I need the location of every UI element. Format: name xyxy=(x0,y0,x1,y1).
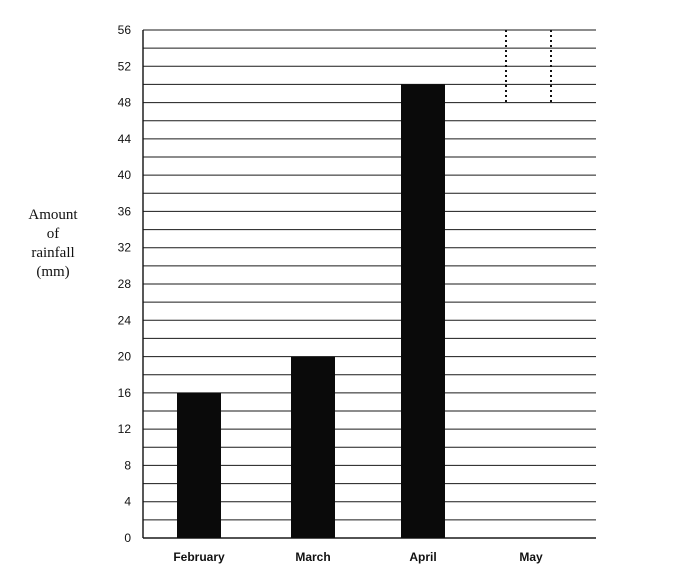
x-tick-label: May xyxy=(519,550,543,564)
y-axis-label-line: Amount xyxy=(28,207,78,223)
x-tick-label: April xyxy=(409,550,436,564)
y-tick-label: 56 xyxy=(118,23,132,37)
y-tick-label: 36 xyxy=(118,204,132,218)
y-tick-label: 44 xyxy=(118,132,132,146)
bar-march xyxy=(291,356,335,538)
y-tick-label: 12 xyxy=(118,422,132,436)
y-tick-label: 20 xyxy=(118,350,132,364)
y-tick-label: 48 xyxy=(118,96,132,110)
y-axis-label: Amount of rainfall (mm) xyxy=(14,206,92,282)
y-tick-label: 4 xyxy=(124,495,131,509)
y-tick-label: 32 xyxy=(118,241,132,255)
y-axis-label-line: (mm) xyxy=(36,264,70,280)
y-tick-label: 52 xyxy=(118,59,132,73)
y-tick-label: 0 xyxy=(124,531,131,545)
y-tick-label: 8 xyxy=(124,458,131,472)
bar-february xyxy=(177,392,221,538)
x-tick-label: February xyxy=(173,550,225,564)
y-axis-label-line: of xyxy=(46,226,60,242)
y-tick-label: 40 xyxy=(118,168,132,182)
y-tick-label: 28 xyxy=(118,277,132,291)
y-tick-label: 16 xyxy=(118,386,132,400)
y-tick-label: 24 xyxy=(118,313,132,327)
y-axis-label-line: rainfall xyxy=(31,245,75,261)
x-tick-label: March xyxy=(295,550,330,564)
bar-april xyxy=(401,84,445,538)
